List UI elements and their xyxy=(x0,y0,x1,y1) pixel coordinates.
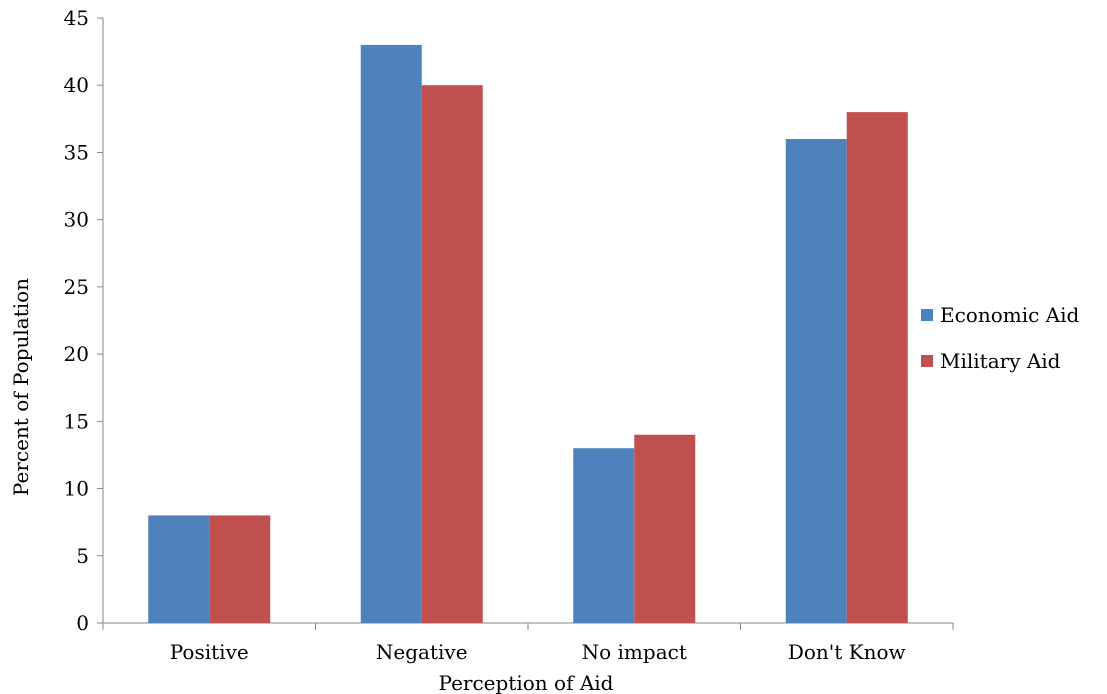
y-tick-label: 45 xyxy=(64,6,89,30)
y-axis-title: Percent of Population xyxy=(9,278,33,496)
x-axis: Positive Negative No impact Don't Know xyxy=(102,622,954,664)
legend-label: Military Aid xyxy=(940,349,1061,373)
bars xyxy=(148,44,908,623)
y-axis: 0 5 10 15 20 25 30 35 40 45 xyxy=(64,6,104,635)
x-tick-label: Positive xyxy=(170,640,249,664)
y-tick-label: 15 xyxy=(64,409,89,433)
bar-military-aid xyxy=(209,515,271,623)
legend-swatch xyxy=(921,355,933,367)
bar-military-aid xyxy=(846,112,908,623)
x-tick-label: Don't Know xyxy=(788,640,906,664)
bar-military-aid xyxy=(634,434,696,623)
bar-military-aid xyxy=(421,85,483,623)
x-tick-label: No impact xyxy=(582,640,687,664)
y-tick-label: 0 xyxy=(76,611,89,635)
legend-label: Economic Aid xyxy=(940,303,1080,327)
bar-economic-aid xyxy=(573,448,635,623)
bar-economic-aid xyxy=(148,515,210,623)
y-tick-label: 30 xyxy=(64,208,89,232)
bar-economic-aid xyxy=(785,139,847,623)
legend-swatch xyxy=(921,309,933,321)
x-tick-label: Negative xyxy=(376,640,468,664)
bar-economic-aid xyxy=(360,44,422,623)
x-axis-title: Perception of Aid xyxy=(439,671,614,694)
y-tick-label: 25 xyxy=(64,275,89,299)
y-tick-label: 40 xyxy=(64,73,89,97)
y-tick-label: 20 xyxy=(64,342,89,366)
y-tick-label: 5 xyxy=(76,544,89,568)
legend: Economic Aid Military Aid xyxy=(921,303,1080,373)
y-tick-label: 35 xyxy=(64,140,89,164)
y-tick-label: 10 xyxy=(64,477,89,501)
